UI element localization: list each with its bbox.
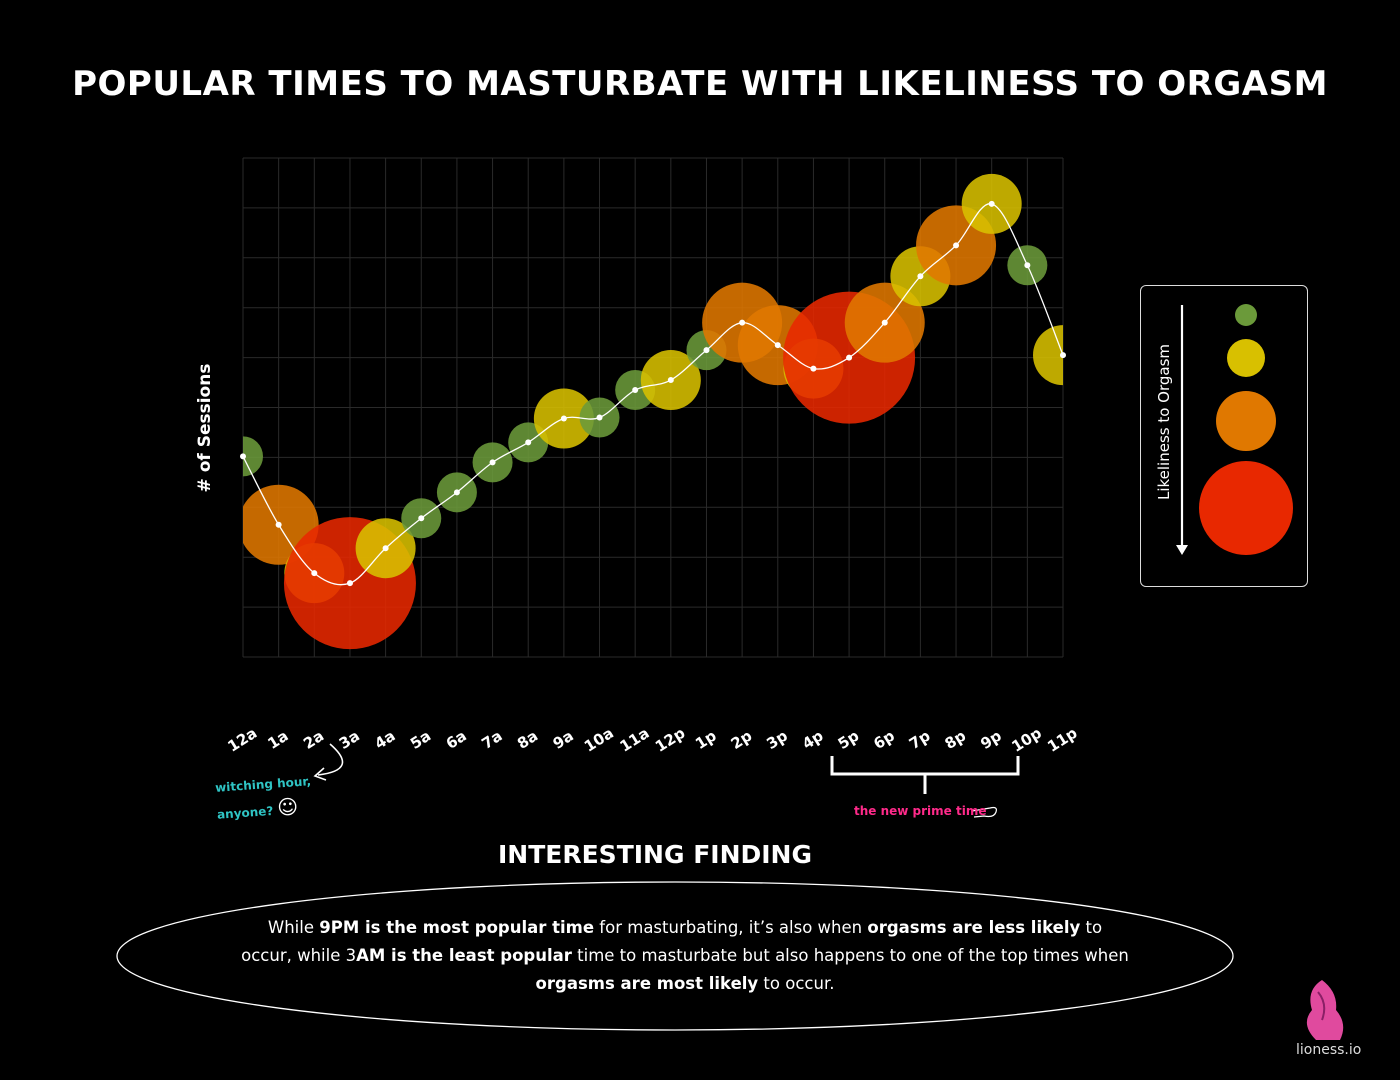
finding-ellipse [116,881,1234,1031]
x-tick-3p: 3p [763,726,791,753]
x-tick-11a: 11a [617,724,653,756]
lioness-logo-icon [1306,980,1344,1040]
x-tick-4a: 4a [371,727,398,753]
point-5p [846,354,853,361]
point-9a [560,415,567,422]
point-7p [917,273,924,280]
x-tick-6p: 6p [870,726,898,753]
x-tick-5p: 5p [835,726,863,753]
point-12a [240,453,246,460]
smiley-icon: ☺ [276,794,299,820]
bubble-11p [1033,325,1063,386]
x-tick-7p: 7p [906,726,934,753]
legend-box [1140,285,1308,587]
finding-emphasis: 9PM is the most popular time [319,918,595,937]
x-tick-7a: 7a [478,727,505,753]
legend-bubbles [1199,304,1293,555]
finding-text-part: for masturbating, it’s also when [594,918,868,937]
point-2p [739,319,746,326]
legend-bubble-level-1 [1235,304,1257,326]
witching-line-2: anyone? [216,803,274,822]
x-tick-10p: 10p [1009,724,1046,756]
page-title: POPULAR TIMES TO MASTURBATE WITH LIKELIN… [72,64,1328,104]
sessions-points [240,200,1066,587]
point-10p [1024,262,1031,269]
x-tick-11p: 11p [1044,724,1081,756]
point-5a [418,515,425,522]
x-tick-6a: 6a [443,727,470,753]
legend-title: Likeliness to Orgasm [1155,343,1173,501]
witching-hour-annotation: witching hour, anyone? ☺ [214,768,327,827]
finding-text-part: time to masturbate but also happens to o… [571,946,1129,965]
x-tick-2a: 2a [300,727,327,753]
pointing-hand-icon [971,806,997,818]
point-11p [1060,352,1066,359]
point-6a [453,489,460,496]
point-4p [810,365,817,372]
point-12p [667,377,674,384]
x-tick-9a: 9a [550,727,577,753]
finding-text-part: to occur. [758,974,835,993]
x-tick-10a: 10a [581,724,617,756]
legend-bubble-level-4 [1199,461,1293,555]
x-tick-1p: 1p [692,726,720,753]
x-tick-2p: 2p [728,726,756,753]
witching-arrow [317,743,344,776]
prime-time-bracket [830,756,1020,794]
prime-time-annotation: the new prime time [854,804,987,818]
x-tick-3a: 3a [336,727,363,753]
x-tick-8a: 8a [514,727,541,753]
point-11a [632,387,639,394]
finding-text: While 9PM is the most popular time for m… [240,914,1130,998]
legend-arrowhead [1176,545,1188,555]
chart-bubbles [243,173,1063,650]
point-2a [311,570,318,577]
point-8p [953,242,960,249]
x-tick-5a: 5a [407,727,434,753]
point-10a [596,414,603,421]
finding-title: INTERESTING FINDING [498,840,812,869]
legend-bubble-level-3 [1216,391,1276,451]
x-tick-labels: 12a 1a 2a 3a 4a 5a 6a 7a 8a 9a 10a 11a 12p 1p 2p 3p 4p 5p… [224,724,1080,756]
finding-emphasis: orgasms are most likely [535,974,759,993]
point-1a [275,521,282,528]
point-6p [881,319,888,326]
brand-name: lioness.io [1296,1042,1362,1058]
point-8a [525,439,532,446]
finding-text-part: While [267,918,320,937]
finding-emphasis: AM is the least popular [356,946,572,965]
point-4a [382,545,389,552]
point-7a [489,459,496,466]
witching-arrowhead [313,767,327,781]
x-tick-8p: 8p [942,726,970,753]
point-3a [346,580,353,587]
x-tick-9p: 9p [977,726,1005,753]
x-tick-12p: 12p [652,724,689,756]
finding-text-part: to occur, while 3 [241,918,1103,965]
legend-bubble-level-2 [1227,339,1265,377]
finding-emphasis: orgasms are less likely [867,918,1081,937]
sessions-line [242,203,1064,586]
point-1p [703,347,710,354]
x-tick-12a: 12a [224,724,260,756]
point-9p [988,200,995,207]
point-3p [774,342,781,349]
x-tick-1a: 1a [265,727,292,753]
x-tick-4p: 4p [799,726,827,753]
